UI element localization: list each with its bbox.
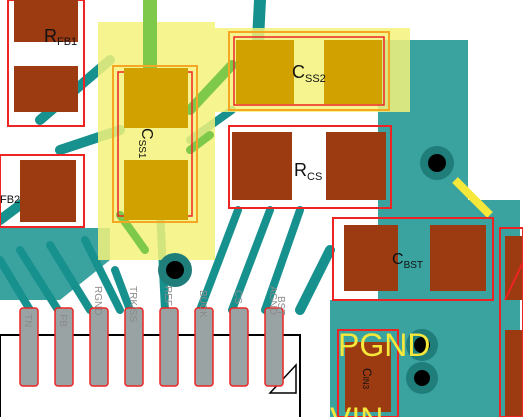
ref-designator: CSS2 [292, 62, 326, 85]
ref-designator: CBST [392, 251, 423, 271]
component-outline [0, 154, 85, 228]
ref-sub: SS2 [305, 73, 326, 85]
component-outline [228, 31, 390, 111]
ref-label: R [44, 26, 57, 46]
via [406, 362, 438, 394]
trace [116, 211, 149, 254]
ref-designator: RCS [294, 160, 322, 183]
ic-outline [0, 334, 301, 417]
pad [326, 132, 386, 200]
ic-pin-labels: TN FB RGND TRK/SS REF BUCK CS AGND BST [22, 286, 286, 327]
pin-label: REF [162, 286, 173, 306]
pin-label: RGND [92, 286, 103, 315]
pin-label: FB [57, 314, 68, 327]
trace [196, 206, 242, 314]
ref-label: C [360, 368, 374, 377]
ref-sub: BST [404, 260, 423, 271]
ref-designator: RFB1 [44, 26, 77, 48]
trace [0, 256, 34, 314]
component-right-partial[interactable] [499, 227, 523, 417]
trace [16, 246, 62, 314]
trace [111, 266, 134, 314]
ic-pin [159, 307, 179, 387]
ref-designator: FB2 [0, 194, 20, 206]
pad [324, 40, 382, 104]
vias [158, 146, 454, 394]
component-outline [337, 329, 399, 417]
ic-footprint[interactable]: TN FB RGND TRK/SS REF BUCK CS AGND BST [0, 286, 301, 417]
pin-label: BST [275, 296, 286, 315]
copper-pour-left [0, 228, 110, 300]
pad [232, 132, 292, 200]
ref-designator: CSS1 [136, 128, 155, 159]
component-outline-inner [233, 36, 385, 106]
ic-pin [54, 307, 74, 387]
trace [504, 261, 523, 301]
ic-pin [264, 307, 284, 387]
ic-pins [19, 307, 284, 387]
ic-pin [194, 307, 214, 387]
trace [295, 245, 335, 315]
ref-sub: IN3 [361, 377, 370, 390]
ref-sub: FB2 [0, 194, 20, 206]
ic-pin [19, 307, 39, 387]
component-css2[interactable]: CSS2 [228, 31, 390, 111]
pin-label: CS [232, 290, 243, 304]
ic-pin [229, 307, 249, 387]
trace [46, 241, 94, 314]
trace [228, 206, 274, 314]
pin-label: TN [22, 314, 33, 327]
pin-label: TRK/SS [127, 286, 138, 322]
pad [124, 68, 188, 128]
via [158, 253, 192, 287]
ref-sub: SS1 [136, 140, 147, 159]
net-label-pgnd: PGND [338, 327, 430, 363]
component-rfb1[interactable]: RFB1 [7, 0, 85, 127]
ref-label: C [292, 62, 305, 82]
component-rfb2[interactable]: FB2 [0, 154, 85, 228]
pad [345, 342, 391, 412]
via [420, 146, 454, 180]
pad [14, 66, 78, 112]
ic-pin [124, 307, 144, 387]
component-outline [332, 217, 494, 301]
pin-label: AGND [267, 286, 278, 315]
net-label-vin: VIN [330, 401, 383, 417]
yellow-trace [452, 177, 493, 218]
component-css1[interactable]: CSS1 [112, 65, 198, 223]
trace [81, 236, 124, 314]
trace [186, 131, 214, 154]
pad [236, 40, 294, 104]
pin-label: BUCK [197, 290, 208, 318]
ref-label: C [138, 128, 155, 140]
ref-label: C [392, 251, 404, 268]
pad [505, 330, 523, 417]
component-outline [228, 125, 392, 209]
via [406, 329, 438, 361]
component-rcs[interactable]: RCS [228, 125, 392, 209]
ref-designator: CIN3 [360, 368, 374, 390]
pad [20, 160, 76, 222]
pad [344, 225, 398, 291]
component-cin3[interactable]: CIN3 [337, 329, 399, 417]
component-outline [112, 65, 198, 223]
component-outline [499, 227, 523, 417]
pad [505, 236, 523, 300]
ref-sub: FB1 [57, 36, 77, 48]
ref-label: R [294, 160, 307, 180]
pad [14, 0, 78, 42]
pad [430, 225, 486, 291]
trace [261, 206, 304, 314]
component-cbst[interactable]: CBST [332, 177, 494, 301]
component-outline [7, 0, 85, 127]
pad [124, 160, 188, 220]
ic-pin [89, 307, 109, 387]
ref-sub: CS [307, 171, 322, 183]
